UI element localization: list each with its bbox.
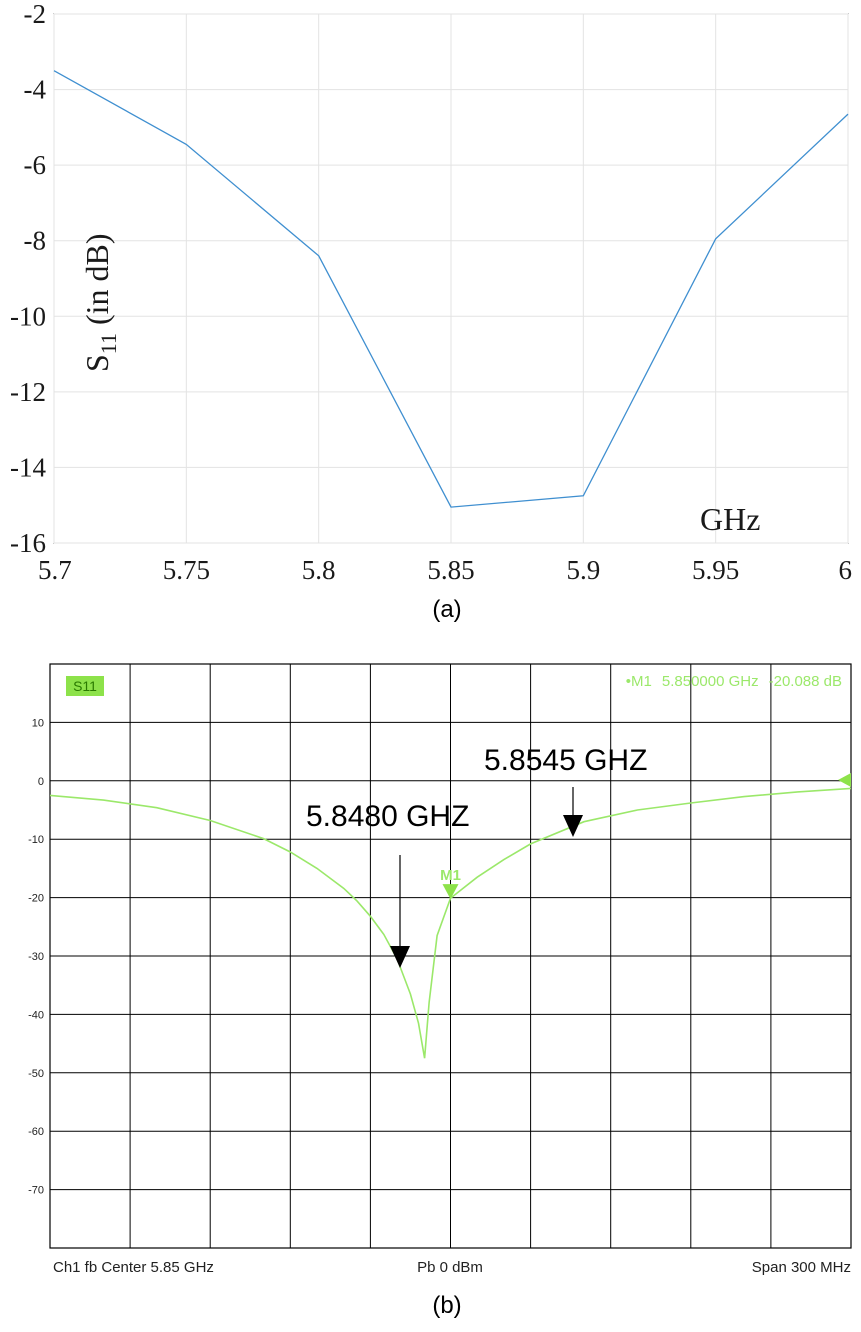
y-tick-label: 10 bbox=[32, 717, 44, 729]
panel-a-y-axis-label: S11 (in dB) bbox=[79, 233, 121, 372]
panel-b-caption: (b) bbox=[432, 1292, 461, 1319]
panel-a-grid bbox=[53, 13, 849, 544]
y-tick-label: 0 bbox=[38, 776, 44, 788]
marker-readout-frequency: 5.850000 GHz bbox=[662, 673, 759, 690]
y-label-main: S bbox=[79, 354, 115, 372]
y-tick-label: -6 bbox=[24, 150, 47, 180]
y-tick-label: -10 bbox=[10, 301, 46, 331]
y-label-suffix: (in dB) bbox=[79, 233, 115, 325]
y-label-subscript: 11 bbox=[96, 333, 121, 354]
annotation-1-text: 5.8480 GHZ bbox=[306, 800, 469, 833]
annotation-2-text: 5.8545 GHZ bbox=[484, 744, 647, 777]
y-tick-label: -14 bbox=[10, 452, 46, 482]
panel-a-caption: (a) bbox=[432, 596, 461, 623]
footer-center: Pb 0 dBm bbox=[417, 1259, 483, 1276]
y-tick-label: -20 bbox=[28, 893, 44, 905]
reference-level-marker-icon bbox=[838, 773, 851, 787]
x-tick-label: 6 bbox=[839, 555, 853, 585]
panel-a-y-ticks: -2 -4 -6 -8 -10 -12 -14 -16 bbox=[10, 0, 46, 558]
panel-a-chart: -2-4-6-8-10-12-14-16 5.7 5.75 5.8 5.85 5.9 5.… bbox=[10, 0, 852, 623]
footer-left: Ch1 fb Center 5.85 GHz bbox=[53, 1259, 214, 1276]
trace-badge-label: S11 bbox=[73, 678, 97, 694]
y-tick-label: -60 bbox=[28, 1126, 44, 1138]
x-tick-label: 5.7 bbox=[38, 555, 72, 585]
panel-b-y-ticks: 10 0 -10 -20 -30 -40 -50 -60 -70 bbox=[28, 717, 44, 1196]
x-tick-label: 5.8 bbox=[302, 555, 336, 585]
svg-text:S11(in dB): S11 (in dB) bbox=[79, 233, 121, 372]
panel-a-series-line bbox=[53, 70, 849, 508]
trace-badge bbox=[66, 676, 104, 696]
panel-b-grid bbox=[50, 664, 851, 1248]
x-tick-label: 5.9 bbox=[566, 555, 600, 585]
y-tick-label: -50 bbox=[28, 1068, 44, 1080]
panel-a-x-axis-label: GHz bbox=[700, 501, 760, 537]
panel-b-analyzer-screen: 10 0 -10 -20 -30 -40 -50 -60 -70 S11 •M1 5.850000… bbox=[0, 652, 861, 1319]
x-tick-label: 5.75 bbox=[163, 555, 210, 585]
y-tick-label: -4 bbox=[24, 75, 47, 105]
y-tick-label: -16 bbox=[10, 528, 46, 558]
panel-a-x-ticks: 5.7 5.75 5.8 5.85 5.9 5.95 6 bbox=[38, 555, 852, 585]
y-tick-label: -30 bbox=[28, 951, 44, 963]
marker-readout: •M1 5.850000 GHz -20.088 dB bbox=[626, 673, 842, 690]
marker-readout-prefix: •M1 bbox=[626, 673, 652, 690]
panel-b-trace-line bbox=[49, 787, 852, 1059]
y-tick-label: -70 bbox=[28, 1185, 44, 1197]
arrow-down-icon bbox=[390, 946, 410, 968]
y-tick-label: -12 bbox=[10, 377, 46, 407]
y-tick-label: -40 bbox=[28, 1009, 44, 1021]
marker-label: M1 bbox=[440, 867, 461, 884]
x-tick-label: 5.95 bbox=[692, 555, 739, 585]
marker-readout-value: -20.088 dB bbox=[769, 673, 842, 690]
y-tick-label: -8 bbox=[24, 226, 47, 256]
arrow-down-icon bbox=[563, 815, 583, 837]
y-tick-label: -2 bbox=[24, 0, 47, 29]
marker-triangle-icon bbox=[442, 884, 459, 900]
y-tick-label: -10 bbox=[28, 834, 44, 846]
footer-right: Span 300 MHz bbox=[752, 1259, 851, 1276]
x-tick-label: 5.85 bbox=[427, 555, 474, 585]
